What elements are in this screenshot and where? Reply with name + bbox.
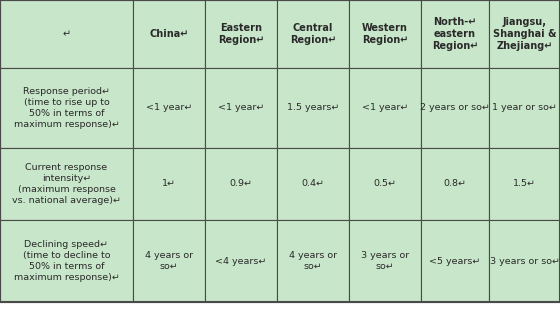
Text: <1 year↵: <1 year↵ xyxy=(218,104,264,112)
Text: 3 years or
so↵: 3 years or so↵ xyxy=(361,251,409,271)
Bar xyxy=(133,0,205,68)
Text: Jiangsu,
Shanghai &
Zhejiang↵: Jiangsu, Shanghai & Zhejiang↵ xyxy=(493,17,556,51)
Bar xyxy=(421,0,489,68)
Bar xyxy=(421,148,489,220)
Text: 1↵: 1↵ xyxy=(162,180,176,188)
Text: 1.5 years↵: 1.5 years↵ xyxy=(287,104,339,112)
Bar xyxy=(0,0,133,68)
Bar xyxy=(349,0,421,68)
Text: Western
Region↵: Western Region↵ xyxy=(362,23,408,45)
Bar xyxy=(205,68,277,148)
Bar xyxy=(133,148,205,220)
Bar xyxy=(349,148,421,220)
Text: <5 years↵: <5 years↵ xyxy=(430,256,480,266)
Text: China↵: China↵ xyxy=(150,29,189,39)
Bar xyxy=(489,148,560,220)
Text: 0.4↵: 0.4↵ xyxy=(301,180,324,188)
Text: 0.9↵: 0.9↵ xyxy=(230,180,253,188)
Text: Declining speed↵
(time to decline to
50% in terms of
maximum response)↵: Declining speed↵ (time to decline to 50%… xyxy=(13,240,119,282)
Text: ↵: ↵ xyxy=(62,29,71,39)
Bar xyxy=(0,220,133,302)
Text: North-↵
eastern
Region↵: North-↵ eastern Region↵ xyxy=(432,17,478,51)
Text: Response period↵
(time to rise up to
50% in terms of
maximum response)↵: Response period↵ (time to rise up to 50%… xyxy=(13,87,119,129)
Text: Current response
intensity↵
(maximum response
vs. national average)↵: Current response intensity↵ (maximum res… xyxy=(12,164,121,205)
Bar xyxy=(0,148,133,220)
Text: 4 years or
so↵: 4 years or so↵ xyxy=(145,251,193,271)
Text: Eastern
Region↵: Eastern Region↵ xyxy=(218,23,264,45)
Text: 3 years or so↵: 3 years or so↵ xyxy=(489,256,559,266)
Bar xyxy=(421,68,489,148)
Text: 2 years or so↵: 2 years or so↵ xyxy=(420,104,490,112)
Bar xyxy=(205,220,277,302)
Bar xyxy=(277,68,349,148)
Text: 0.8↵: 0.8↵ xyxy=(444,180,466,188)
Text: 1 year or so↵: 1 year or so↵ xyxy=(492,104,557,112)
Bar xyxy=(277,148,349,220)
Bar xyxy=(349,220,421,302)
Bar xyxy=(489,68,560,148)
Text: 4 years or
so↵: 4 years or so↵ xyxy=(289,251,337,271)
Text: <4 years↵: <4 years↵ xyxy=(215,256,267,266)
Bar xyxy=(0,68,133,148)
Bar xyxy=(205,148,277,220)
Bar xyxy=(349,68,421,148)
Bar xyxy=(133,220,205,302)
Bar xyxy=(277,220,349,302)
Text: 0.5↵: 0.5↵ xyxy=(374,180,396,188)
Bar xyxy=(133,68,205,148)
Bar xyxy=(489,0,560,68)
Text: <1 year↵: <1 year↵ xyxy=(362,104,408,112)
Bar xyxy=(205,0,277,68)
Text: 1.5↵: 1.5↵ xyxy=(513,180,536,188)
Text: Central
Region↵: Central Region↵ xyxy=(290,23,336,45)
Text: <1 year↵: <1 year↵ xyxy=(146,104,192,112)
Bar xyxy=(421,220,489,302)
Bar xyxy=(277,0,349,68)
Bar xyxy=(489,220,560,302)
